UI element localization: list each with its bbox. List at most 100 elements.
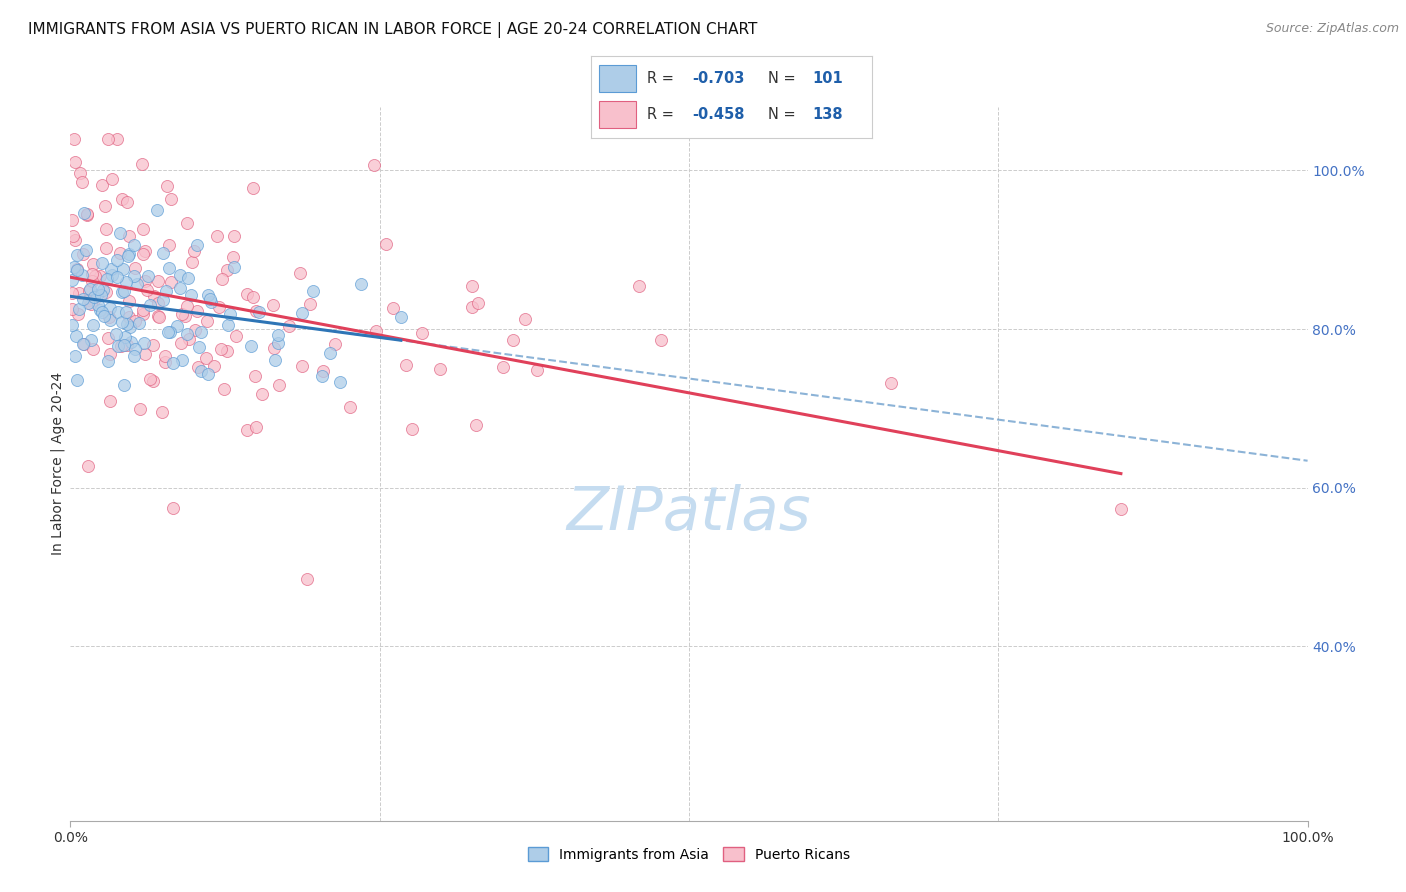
Point — [114, 330, 136, 344]
Point — [169, 268, 191, 283]
Point — [60, 286, 83, 301]
Point — [73, 206, 96, 220]
Legend: Immigrants from Asia, Puerto Ricans: Immigrants from Asia, Puerto Ricans — [522, 842, 856, 867]
Point — [60, 302, 83, 317]
Point — [267, 335, 290, 350]
Point — [198, 292, 221, 306]
Point — [131, 157, 153, 171]
Point — [146, 310, 169, 324]
Point — [278, 319, 301, 334]
Point — [132, 335, 155, 350]
Point — [135, 283, 157, 297]
Point — [364, 325, 387, 339]
Point — [90, 287, 112, 301]
Text: 138: 138 — [813, 107, 844, 122]
Point — [97, 132, 120, 146]
Point — [162, 500, 184, 515]
Point — [111, 285, 134, 299]
Point — [194, 351, 217, 366]
Point — [97, 331, 120, 345]
Point — [411, 326, 433, 341]
Point — [235, 287, 257, 301]
Point — [132, 247, 155, 261]
Point — [82, 318, 104, 332]
Point — [174, 309, 197, 323]
Point — [515, 311, 537, 326]
Point — [117, 338, 139, 352]
Point — [160, 192, 183, 206]
Point — [197, 288, 219, 302]
Point — [170, 353, 193, 368]
Point — [79, 282, 101, 296]
Point — [157, 238, 180, 252]
Point — [217, 343, 239, 358]
Point — [108, 245, 131, 260]
Point — [112, 284, 135, 298]
Point — [110, 226, 132, 240]
Point — [1109, 502, 1132, 516]
Point — [65, 263, 87, 277]
Point — [183, 323, 205, 337]
Point — [83, 290, 105, 304]
Point — [170, 336, 193, 351]
Point — [132, 307, 155, 321]
Point — [526, 363, 548, 377]
Point — [77, 458, 100, 473]
Point — [67, 301, 90, 316]
Point — [72, 247, 94, 261]
Point — [93, 309, 115, 323]
Point — [63, 260, 86, 274]
Point — [159, 325, 181, 339]
Point — [148, 310, 170, 325]
Point — [156, 326, 179, 340]
Point — [375, 236, 398, 251]
Point — [111, 315, 134, 329]
Point — [202, 359, 225, 373]
Point — [267, 328, 290, 343]
Point — [339, 400, 361, 414]
Point — [880, 376, 903, 390]
Point — [176, 271, 198, 285]
Point — [465, 417, 488, 432]
Point — [160, 275, 183, 289]
Point — [77, 293, 100, 307]
Point — [112, 338, 135, 352]
Point — [152, 246, 174, 260]
Point — [150, 405, 173, 419]
Point — [319, 345, 342, 359]
Point — [349, 277, 371, 291]
Point — [98, 347, 121, 361]
Point — [86, 288, 108, 302]
Point — [628, 279, 651, 293]
Point — [301, 284, 323, 298]
Point — [105, 253, 128, 268]
Point — [76, 207, 98, 221]
Point — [128, 402, 150, 417]
Point — [250, 387, 273, 401]
Point — [83, 293, 105, 307]
Point — [190, 364, 212, 378]
Point — [91, 305, 114, 319]
Point — [79, 284, 101, 298]
Point — [60, 213, 83, 227]
Text: IMMIGRANTS FROM ASIA VS PUERTO RICAN IN LABOR FORCE | AGE 20-24 CORRELATION CHAR: IMMIGRANTS FROM ASIA VS PUERTO RICAN IN … — [28, 22, 758, 38]
Point — [82, 257, 104, 271]
Point — [89, 303, 111, 318]
Point — [134, 244, 156, 259]
Point — [72, 292, 94, 306]
Point — [117, 250, 139, 264]
Point — [429, 361, 451, 376]
Point — [382, 301, 405, 315]
Point — [91, 283, 114, 297]
Point — [197, 368, 219, 382]
Point — [124, 342, 146, 356]
Point — [290, 266, 312, 280]
Point — [139, 372, 162, 386]
Point — [107, 305, 129, 319]
Point — [65, 155, 87, 169]
Text: N =: N = — [768, 71, 800, 87]
Point — [363, 158, 385, 172]
Point — [162, 356, 184, 370]
Point — [323, 336, 346, 351]
Point — [124, 261, 146, 276]
